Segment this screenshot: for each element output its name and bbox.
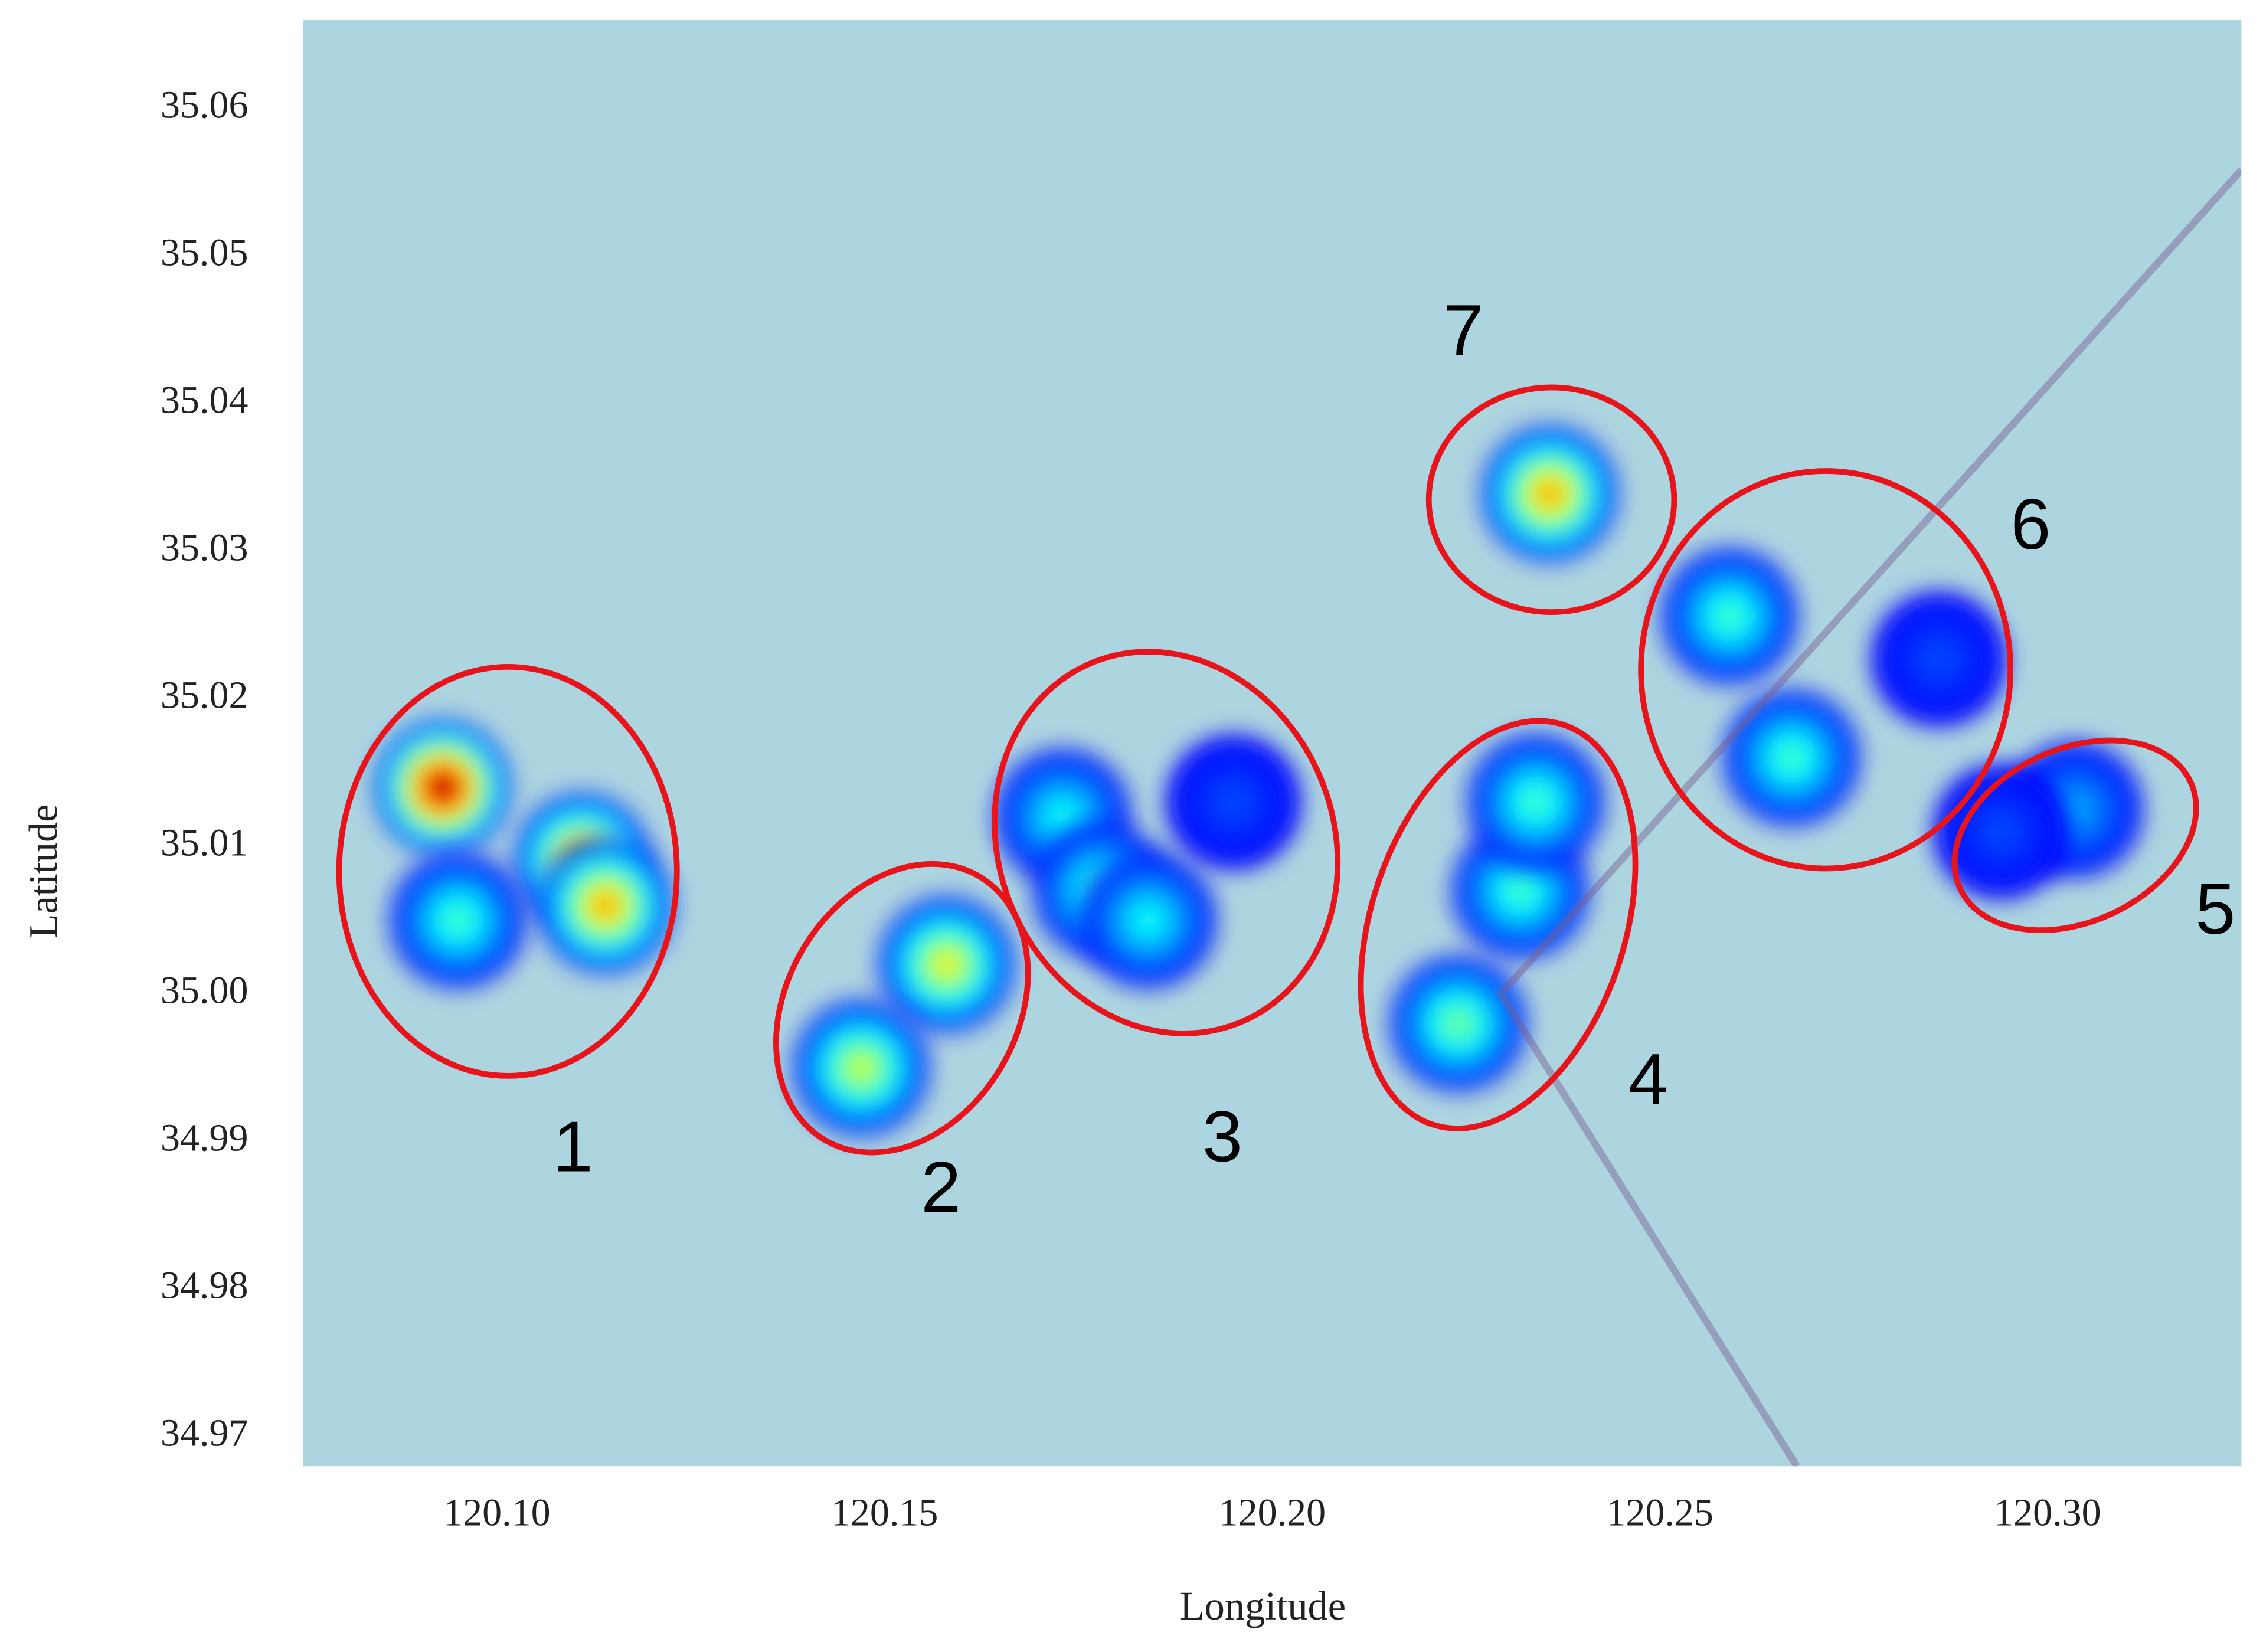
y-tick-label: 35.05 [161,231,248,274]
hotspot-level [597,897,614,914]
cluster-outline [773,861,1031,1156]
hotspot [1463,730,1608,875]
hotspot [370,715,515,860]
hotspot-level [938,956,955,973]
cluster-outline [992,649,1341,1036]
hotspot [1161,730,1306,875]
cluster-label: 1 [553,1106,593,1187]
hotspot [1657,544,1802,689]
hotspot-level [1225,794,1242,810]
heat-layer [370,421,2147,1140]
cluster-outline [1358,718,1639,1131]
hotspot [1386,951,1531,1096]
y-tick-label: 34.97 [161,1411,248,1454]
hotspot-level [1450,1015,1467,1032]
y-tick-label: 35.06 [161,83,248,126]
hotspot-level [1993,823,2009,840]
hotspot [1866,587,2012,731]
y-tick-label: 35.01 [161,821,248,864]
hotspot [533,833,678,978]
road [1496,167,2242,1467]
y-tick-label: 35.02 [161,673,248,717]
hotspot-level [434,779,451,796]
x-tick-label: 120.15 [831,1491,938,1535]
y-tick-label: 34.98 [161,1264,248,1307]
hotspot [874,892,1019,1037]
hotspot [1719,686,1864,830]
hotspot [1075,848,1221,993]
hotspot [1928,760,2074,904]
hotspot [1477,421,1622,566]
hotspot [789,996,934,1140]
hotspot-level [1542,486,1558,502]
cluster-label: 5 [2195,868,2235,949]
cluster-outline [1951,737,2199,934]
hotspot-level [1931,651,1947,668]
y-tick-label: 34.99 [161,1116,248,1159]
x-axis-title: Longitude [1180,1584,1346,1628]
cluster-label: 2 [921,1146,961,1227]
x-tick-label: 120.25 [1606,1491,1713,1535]
cluster-label: 7 [1443,289,1483,370]
x-tick-label: 120.20 [1219,1491,1326,1535]
hotspot-level [1512,882,1529,899]
cluster-outlines [336,384,2199,1156]
cluster-label: 4 [1628,1038,1668,1119]
cluster-label: 3 [1202,1095,1242,1176]
hotspot-level [853,1059,869,1076]
hotspot-level [450,912,466,928]
x-tick-label: 120.10 [443,1491,551,1535]
y-axis-title: Latitude [21,804,66,939]
hotspot-level [1055,809,1071,825]
hotspot-level [1783,750,1800,766]
cluster-outline [1425,384,1677,615]
y-tick-label: 35.04 [161,378,248,421]
x-tick-label: 120.30 [1994,1491,2101,1535]
cluster-outline [1638,468,2013,872]
cluster-label: 6 [2010,483,2051,564]
y-tick-label: 35.03 [161,526,248,569]
hotspot-level [1528,794,1544,810]
hotspot-level [1721,608,1738,624]
cluster-outline [336,663,680,1079]
hotspot-level [1140,912,1156,928]
y-tick-label: 35.00 [161,969,248,1012]
hotspot [385,848,531,993]
